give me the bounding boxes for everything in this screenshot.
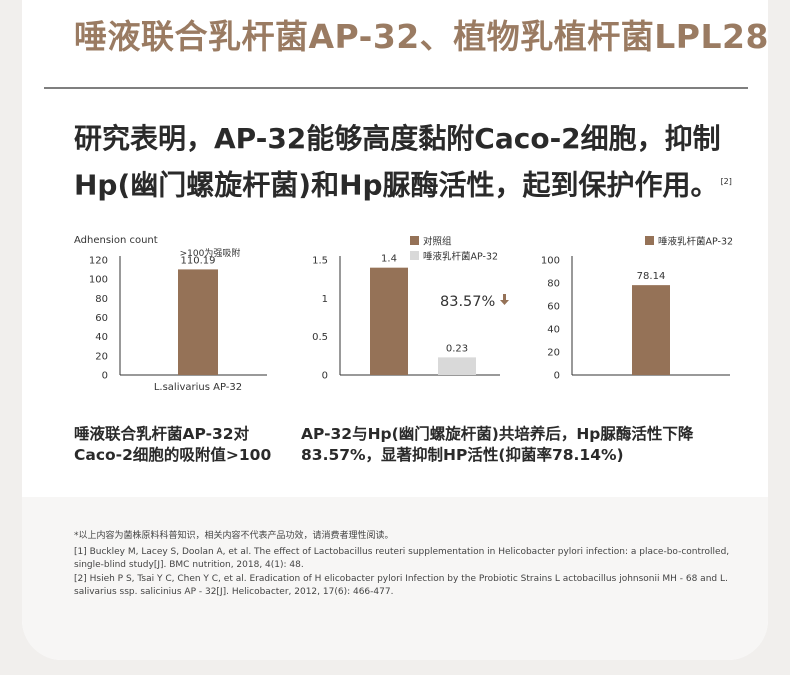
y-tick-label: 1 <box>322 294 328 305</box>
legend-label: 唾液乳杆菌AP-32 <box>658 236 733 248</box>
y-tick-label: 100 <box>541 256 560 267</box>
bar-ap32 <box>632 285 670 375</box>
reference-1: [1] Buckley M, Lacey S, Doolan A, et al.… <box>74 546 730 571</box>
headline: 唾液联合乳杆菌AP-32、植物乳植杆菌LPL28 <box>74 17 768 56</box>
bar-value-label: 78.14 <box>637 271 666 282</box>
lead-line-1: 研究表明，AP-32能够高度黏附Caco-2细胞，抑制 <box>74 122 721 155</box>
y-tick-label: 40 <box>95 332 108 343</box>
legend-swatch <box>410 251 419 260</box>
y-tick-label: 0.5 <box>312 332 328 343</box>
bar-ap32 <box>438 357 476 375</box>
bar-value-label: 110.19 <box>181 255 216 266</box>
bar-value-label: 1.4 <box>381 254 397 265</box>
disclaimer-note: *以上内容为菌株原料科普知识，相关内容不代表产品功效，请消费者理性阅读。 <box>74 531 394 541</box>
caption-left-line-1: 唾液联合乳杆菌AP-32对 <box>74 425 250 443</box>
references: *以上内容为菌株原料科普知识，相关内容不代表产品功效，请消费者理性阅读。 [1]… <box>74 530 734 600</box>
legend-label: 唾液乳杆菌AP-32 <box>423 251 498 263</box>
x-category-label: L.salivarius AP-32 <box>154 382 242 393</box>
y-tick-label: 20 <box>547 348 560 359</box>
inhibition-chart: 0 20 40 60 80 100 唾液乳杆菌AP-32 78.14 <box>541 236 733 382</box>
down-arrow-icon <box>500 294 509 305</box>
bar-ap32 <box>178 269 218 375</box>
bar-value-label: 0.23 <box>446 343 468 354</box>
lead-text: 研究表明，AP-32能够高度黏附Caco-2细胞，抑制 Hp(幽门螺旋杆菌)和H… <box>74 117 764 206</box>
lead-line-2: Hp(幽门螺旋杆菌)和Hp脲酶活性，起到保护作用。 [2] <box>74 160 764 206</box>
adhesion-chart: Adhension count >100为强吸附 0 20 40 60 80 100 120 11… <box>74 235 267 393</box>
caption-right: AP-32与Hp(幽门螺旋杆菌)共培养后，Hp脲酶活性下降 83.57%，显著抑… <box>301 424 741 466</box>
legend-swatch <box>645 236 654 245</box>
bar-control <box>370 267 408 375</box>
down-arrow-shape <box>500 294 509 305</box>
caption-right-line-2: 83.57%，显著抑制HP活性(抑菌率78.14%) <box>301 446 624 464</box>
y-axis-title: Adhension count <box>74 235 158 246</box>
legend-label: 对照组 <box>423 236 452 248</box>
lead-line-2-text: Hp(幽门螺旋杆菌)和Hp脲酶活性，起到保护作用。 <box>74 168 719 202</box>
y-tick-label: 40 <box>547 325 560 336</box>
y-tick-label: 0 <box>322 371 328 382</box>
y-tick-label: 0 <box>554 371 560 382</box>
threshold-annotation: >100为强吸附 <box>180 247 241 259</box>
caption-left: 唾液联合乳杆菌AP-32对 Caco-2细胞的吸附值>100 <box>74 424 304 466</box>
y-tick-label: 80 <box>547 279 560 290</box>
y-tick-label: 100 <box>89 275 108 286</box>
caption-left-line-2: Caco-2细胞的吸附值>100 <box>74 446 272 464</box>
divider <box>44 87 748 89</box>
y-tick-label: 0 <box>102 371 108 382</box>
legend-swatch <box>410 236 419 245</box>
y-tick-label: 60 <box>547 302 560 313</box>
caption-right-line-1: AP-32与Hp(幽门螺旋杆菌)共培养后，Hp脲酶活性下降 <box>301 425 694 443</box>
y-tick-label: 60 <box>95 313 108 324</box>
content-card: 唾液联合乳杆菌AP-32、植物乳植杆菌LPL28 研究表明，AP-32能够高度黏… <box>22 0 768 660</box>
reduction-annotation: 83.57% <box>440 294 495 310</box>
y-tick-label: 1.5 <box>312 256 328 267</box>
reference-mark: [2] <box>720 177 732 186</box>
y-tick-label: 120 <box>89 256 108 267</box>
references-band <box>22 497 768 660</box>
reference-2: [2] Hsieh P S, Tsai Y C, Chen Y C, et al… <box>74 573 728 598</box>
y-tick-label: 80 <box>95 294 108 305</box>
y-tick-label: 20 <box>95 351 108 362</box>
